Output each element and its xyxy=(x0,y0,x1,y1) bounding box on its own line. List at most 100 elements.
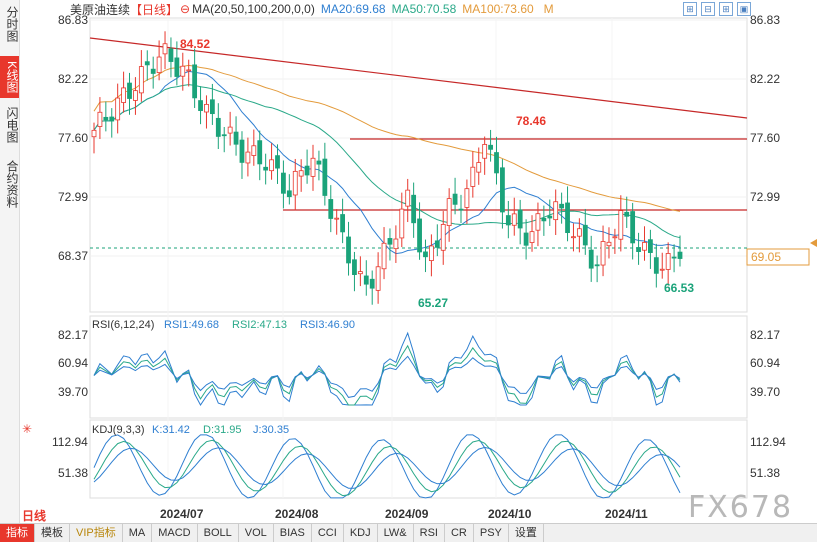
tab-bias[interactable]: BIAS xyxy=(274,524,312,542)
tab-cr[interactable]: CR xyxy=(445,524,474,542)
candle-body xyxy=(275,155,280,169)
candle-body xyxy=(310,157,316,177)
x-label-jul: 2024/07 xyxy=(160,507,204,521)
candle-body xyxy=(665,253,671,270)
kdj-settings-icon[interactable]: ✳ xyxy=(22,422,32,436)
candle-body xyxy=(576,228,582,237)
ma20-line xyxy=(93,70,681,255)
tab-templates[interactable]: 模板 xyxy=(35,524,70,542)
rsi-level-left-3: 39.70 xyxy=(58,385,88,399)
candle-body xyxy=(316,160,322,165)
rsi-level-right-2: 60.94 xyxy=(750,356,780,370)
sidebar-tab-kline[interactable]: K线图 xyxy=(0,56,19,98)
candle-body xyxy=(121,87,126,103)
ma-params[interactable]: MA(20,50,100,200,0,0) xyxy=(192,2,315,16)
chart-header: 美原油连续 【日线】 ⊖ MA(20,50,100,200,0,0) MA20:… xyxy=(20,0,554,18)
sidebar-tab-flash[interactable]: 闪电图 xyxy=(5,107,19,143)
annotation-high-84: 84.52 xyxy=(180,37,210,51)
tab-boll[interactable]: BOLL xyxy=(198,524,239,542)
candle-body xyxy=(97,111,103,127)
price-left-5: 68.37 xyxy=(58,249,88,263)
candle-body xyxy=(642,242,647,251)
candle-body xyxy=(156,56,162,73)
tab-settings[interactable]: 设置 xyxy=(509,524,544,542)
rsi-level-left-2: 60.94 xyxy=(58,356,88,370)
tab-indicators[interactable]: 指标 xyxy=(0,524,35,542)
candle-body xyxy=(369,278,375,289)
kline-chart[interactable]: 84.52 78.46 65.27 66.53 86.83 82.22 77.6… xyxy=(20,0,817,523)
candle-body xyxy=(618,210,624,240)
candle-body xyxy=(375,266,381,291)
rsi-level-left-1: 82.17 xyxy=(58,328,88,342)
candle-body xyxy=(393,238,399,250)
candle-body xyxy=(168,48,174,62)
tab-kdj[interactable]: KDJ xyxy=(344,524,378,542)
tab-psy[interactable]: PSY xyxy=(474,524,509,542)
candle-body xyxy=(653,257,659,274)
candle-body xyxy=(630,211,636,244)
candle-body xyxy=(180,65,186,77)
descending-trendline xyxy=(89,37,748,119)
period-tab-daily[interactable]: 日线 xyxy=(22,509,47,523)
candle-body xyxy=(215,117,221,137)
candle-body xyxy=(494,152,499,174)
candle-body xyxy=(594,264,600,267)
grid-icon[interactable]: ⊞ xyxy=(719,2,733,16)
tab-ma[interactable]: MA xyxy=(123,524,153,542)
current-price-marker xyxy=(810,239,817,247)
candle-body xyxy=(304,165,310,176)
rsi1-value: RSI1:49.68 xyxy=(164,319,219,331)
candle-body xyxy=(636,247,641,252)
candle-body xyxy=(511,213,517,226)
window-controls: ⊞ ⊟ ⊞ ▣ xyxy=(683,2,751,16)
annotation-high-78: 78.46 xyxy=(516,114,546,128)
candle-body xyxy=(399,208,405,239)
x-label-sep: 2024/09 xyxy=(385,507,429,521)
current-price-box xyxy=(746,248,810,266)
price-left-4: 72.99 xyxy=(58,190,88,204)
candle-body xyxy=(659,268,665,271)
candle-body xyxy=(186,69,192,72)
kdj-level-right-1: 112.94 xyxy=(750,435,786,449)
tab-cci[interactable]: CCI xyxy=(312,524,344,542)
candle-body xyxy=(387,238,393,245)
ma20-value: MA20:69.68 xyxy=(320,2,386,16)
candle-body xyxy=(417,218,422,253)
ma50-line xyxy=(93,84,681,239)
annotation-low-66: 66.53 xyxy=(664,281,694,295)
period-label[interactable]: 【日线】 xyxy=(130,2,179,17)
candle-body xyxy=(405,189,411,207)
tab-vol[interactable]: VOL xyxy=(239,524,274,542)
kdj-j-value: J:30.35 xyxy=(253,424,289,436)
candle-body xyxy=(269,159,274,172)
candle-body xyxy=(677,251,683,259)
tab-macd[interactable]: MACD xyxy=(152,524,198,542)
rsi3-line xyxy=(93,355,681,398)
rsi-lines xyxy=(93,331,681,406)
candle-body xyxy=(245,151,251,164)
tab-vip-indicators[interactable]: VIP指标 xyxy=(70,524,123,542)
candle-body xyxy=(559,203,565,209)
candle-body xyxy=(346,236,351,264)
candle-body xyxy=(588,249,594,269)
candle-body xyxy=(505,215,511,226)
candle-body xyxy=(458,208,464,211)
sidebar-tab-contract[interactable]: 合约资料 xyxy=(5,160,19,208)
tab-rsi[interactable]: RSI xyxy=(414,524,445,542)
fullscreen-icon[interactable]: ▣ xyxy=(737,2,751,16)
candle-body xyxy=(500,167,505,213)
tab-lw[interactable]: LW& xyxy=(378,524,414,542)
candle-body xyxy=(565,202,570,234)
candle-body xyxy=(440,224,446,251)
sidebar: 分时图 K线图 闪电图 合约资料 xyxy=(0,0,20,541)
sidebar-tab-timeshare[interactable]: 分时图 xyxy=(5,6,19,42)
collapse-icon[interactable]: ⊟ xyxy=(701,2,715,16)
kdj-k-line xyxy=(93,439,681,497)
candle-body xyxy=(624,211,630,217)
minus-icon[interactable]: ⊖ xyxy=(180,2,191,16)
candle-body xyxy=(221,134,227,137)
expand-icon[interactable]: ⊞ xyxy=(683,2,697,16)
candle-body xyxy=(452,193,458,205)
panel-frame xyxy=(89,315,748,419)
x-label-aug: 2024/08 xyxy=(275,507,319,521)
